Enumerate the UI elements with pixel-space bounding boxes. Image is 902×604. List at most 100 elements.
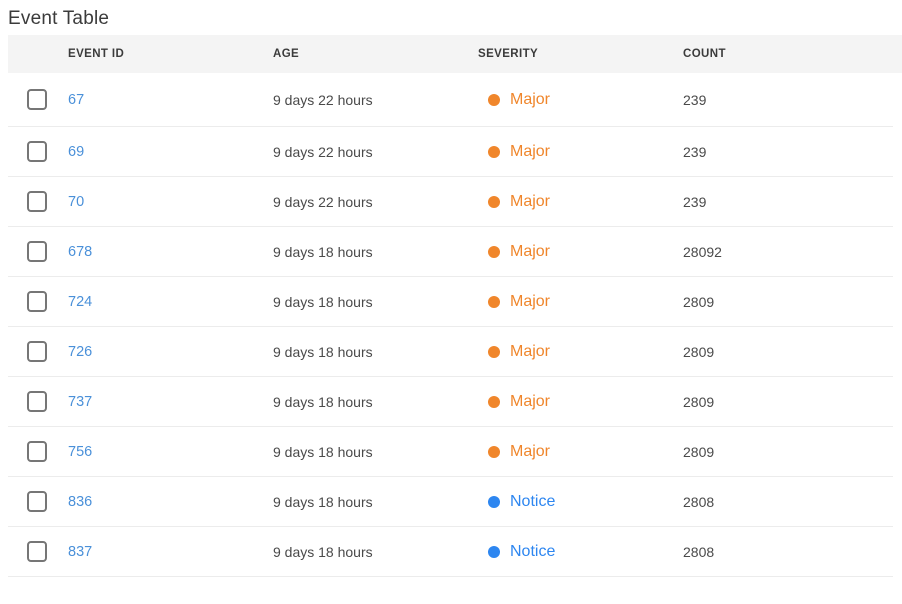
severity-dot-icon: [488, 145, 500, 158]
event-id-link[interactable]: 678: [68, 243, 93, 260]
event-id-cell: 756: [68, 443, 273, 461]
age-cell: 9 days 18 hours: [273, 293, 373, 310]
column-header-age: AGE: [273, 48, 300, 60]
severity-dot-icon: [488, 195, 500, 208]
event-id-link[interactable]: 726: [68, 343, 93, 360]
row-checkbox[interactable]: [27, 291, 47, 312]
event-id-link[interactable]: 837: [68, 543, 93, 560]
age-cell: 9 days 18 hours: [273, 493, 373, 510]
count-cell: 2809: [683, 293, 715, 310]
table-row: 724 9 days 18 hours Major 2809: [8, 277, 893, 327]
count-cell: 2809: [683, 443, 715, 460]
age-cell: 9 days 18 hours: [273, 543, 373, 560]
severity-dot-icon: [488, 245, 500, 258]
severity-dot-icon: [488, 495, 500, 508]
count-cell: 239: [683, 91, 707, 108]
event-id-cell: 67: [68, 91, 273, 109]
table-row: 837 9 days 18 hours Notice 2808: [8, 527, 893, 577]
table-row: 756 9 days 18 hours Major 2809: [8, 427, 893, 477]
row-checkbox[interactable]: [27, 141, 47, 162]
age-cell: 9 days 22 hours: [273, 91, 373, 108]
severity-label: Major: [510, 442, 551, 460]
age-cell: 9 days 18 hours: [273, 443, 373, 460]
severity-label: Major: [510, 242, 551, 260]
checkbox-cell: [8, 241, 68, 262]
row-checkbox[interactable]: [27, 441, 47, 462]
severity-dot-icon: [488, 93, 500, 106]
checkbox-cell: [8, 441, 68, 462]
severity-dot-icon: [488, 545, 500, 558]
count-cell: 2808: [683, 493, 715, 510]
severity-label: Major: [510, 192, 551, 210]
checkbox-cell: [8, 191, 68, 212]
severity-dot-icon: [488, 345, 500, 358]
checkbox-cell: [8, 291, 68, 312]
row-checkbox[interactable]: [27, 241, 47, 262]
event-id-link[interactable]: 756: [68, 443, 93, 460]
column-header-severity: SEVERITY: [478, 48, 539, 60]
count-cell: 2809: [683, 393, 715, 410]
row-checkbox[interactable]: [27, 191, 47, 212]
severity-label: Notice: [510, 492, 556, 510]
count-cell: 239: [683, 193, 707, 210]
checkbox-cell: [8, 541, 68, 562]
row-checkbox[interactable]: [27, 491, 47, 512]
table-row: 678 9 days 18 hours Major 28092: [8, 227, 893, 277]
age-cell: 9 days 22 hours: [273, 143, 373, 160]
age-cell: 9 days 18 hours: [273, 343, 373, 360]
row-checkbox[interactable]: [27, 541, 47, 562]
event-id-cell: 724: [68, 293, 273, 311]
severity-dot-icon: [488, 295, 500, 308]
severity-cell: Major: [478, 393, 683, 411]
event-id-cell: 726: [68, 343, 273, 361]
event-id-link[interactable]: 724: [68, 293, 93, 310]
severity-cell: Notice: [478, 543, 683, 561]
table-row: 737 9 days 18 hours Major 2809: [8, 377, 893, 427]
severity-label: Major: [510, 142, 551, 160]
event-id-link[interactable]: 69: [68, 143, 85, 160]
table-row: 726 9 days 18 hours Major 2809: [8, 327, 893, 377]
count-cell: 28092: [683, 243, 722, 260]
severity-cell: Major: [478, 293, 683, 311]
event-id-link[interactable]: 67: [68, 91, 85, 108]
table-header-row: EVENT ID AGE SEVERITY COUNT: [8, 35, 902, 73]
severity-dot-icon: [488, 445, 500, 458]
event-id-link[interactable]: 70: [68, 193, 85, 210]
table-row: 67 9 days 22 hours Major 239: [8, 73, 893, 127]
event-id-cell: 837: [68, 543, 273, 561]
event-table-section: Event Table EVENT ID AGE SEVERITY COUNT …: [8, 0, 902, 577]
severity-label: Major: [510, 90, 551, 108]
checkbox-cell: [8, 89, 68, 110]
table-row: 69 9 days 22 hours Major 239: [8, 127, 893, 177]
table-row: 836 9 days 18 hours Notice 2808: [8, 477, 893, 527]
count-cell: 2809: [683, 343, 715, 360]
age-cell: 9 days 18 hours: [273, 243, 373, 260]
severity-cell: Major: [478, 193, 683, 211]
event-id-cell: 69: [68, 143, 273, 161]
table-body: 67 9 days 22 hours Major 239 69 9 days 2…: [8, 73, 902, 577]
table-row: 70 9 days 22 hours Major 239: [8, 177, 893, 227]
severity-label: Notice: [510, 542, 556, 560]
row-checkbox[interactable]: [27, 341, 47, 362]
checkbox-cell: [8, 341, 68, 362]
count-cell: 239: [683, 143, 707, 160]
checkbox-cell: [8, 491, 68, 512]
row-checkbox[interactable]: [27, 391, 47, 412]
severity-cell: Major: [478, 343, 683, 361]
severity-label: Major: [510, 392, 551, 410]
column-header-event-id: EVENT ID: [68, 48, 125, 60]
row-checkbox[interactable]: [27, 89, 47, 110]
severity-cell: Major: [478, 91, 683, 109]
page-title: Event Table: [8, 8, 110, 29]
event-id-link[interactable]: 737: [68, 393, 93, 410]
age-cell: 9 days 18 hours: [273, 393, 373, 410]
event-id-cell: 737: [68, 393, 273, 411]
checkbox-cell: [8, 391, 68, 412]
age-cell: 9 days 22 hours: [273, 193, 373, 210]
severity-label: Major: [510, 292, 551, 310]
column-header-count: COUNT: [683, 48, 726, 60]
event-id-link[interactable]: 836: [68, 493, 93, 510]
event-id-cell: 70: [68, 193, 273, 211]
checkbox-cell: [8, 141, 68, 162]
event-id-cell: 678: [68, 243, 273, 261]
